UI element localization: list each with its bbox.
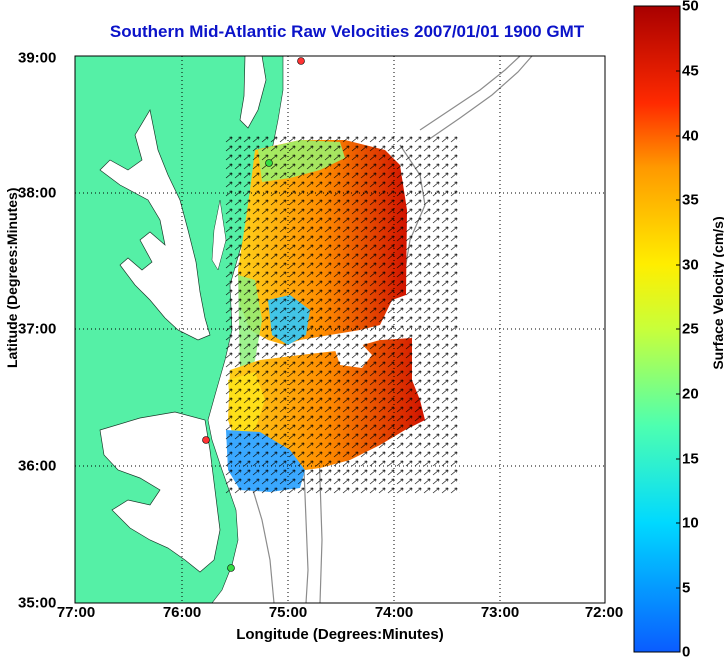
x-tick-label: 72:00 bbox=[584, 604, 624, 621]
chesapeake-bay bbox=[99, 109, 211, 341]
colorbar-tick: 15 bbox=[682, 450, 699, 468]
y-tick-label: 39:00 bbox=[18, 49, 57, 67]
station-marker-red bbox=[202, 436, 210, 444]
colorbar-tick: 50 bbox=[682, 0, 699, 15]
grid-lines bbox=[75, 56, 605, 603]
velocity-arrows bbox=[225, 135, 460, 495]
x-tick-label: 74:00 bbox=[374, 604, 414, 621]
delaware-bay bbox=[239, 56, 267, 129]
colorbar-ticks bbox=[676, 70, 680, 589]
colorbar-tick: 40 bbox=[682, 127, 699, 145]
map-title: Southern Mid-Atlantic Raw Velocities 200… bbox=[109, 22, 585, 41]
station-marker-green bbox=[227, 564, 235, 572]
albemarle-sound bbox=[99, 411, 221, 573]
colorbar-tick: 45 bbox=[682, 62, 699, 80]
y-tick-label: 38:00 bbox=[18, 184, 57, 202]
y-tick-label: 35:00 bbox=[18, 594, 57, 612]
colorbar-tick: 5 bbox=[682, 579, 691, 597]
x-tick-label: 73:00 bbox=[480, 604, 520, 621]
x-tick-label: 76:00 bbox=[162, 604, 202, 621]
y-tick-label: 37:00 bbox=[18, 320, 57, 338]
x-axis-label: Longitude (Degrees:Minutes) bbox=[236, 626, 444, 643]
y-tick-label: 36:00 bbox=[18, 457, 57, 475]
station-marker-red bbox=[297, 57, 305, 65]
colorbar bbox=[633, 5, 681, 653]
colorbar-tick: 35 bbox=[682, 191, 699, 209]
colorbar-tick: 20 bbox=[682, 385, 699, 403]
velocity-field bbox=[225, 135, 460, 495]
colorbar-tick: 30 bbox=[682, 256, 699, 274]
x-tick-label: 75:00 bbox=[268, 604, 308, 621]
colorbar-tick: 25 bbox=[682, 320, 699, 338]
x-tick-label: 77:00 bbox=[56, 604, 96, 621]
station-marker-green bbox=[265, 159, 273, 167]
colorbar-tick: 0 bbox=[682, 643, 691, 661]
colorbar-tick: 10 bbox=[682, 514, 699, 532]
